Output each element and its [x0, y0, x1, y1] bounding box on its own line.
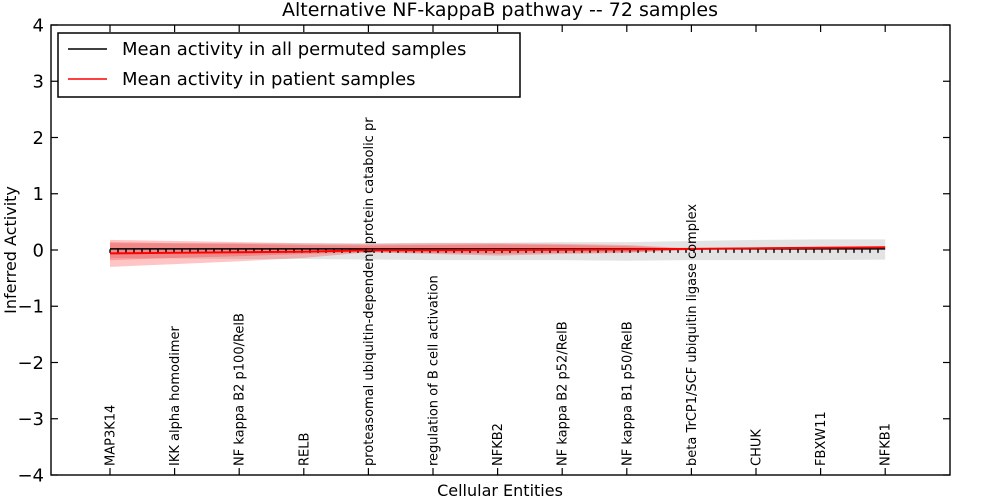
- y-tick-label: 4: [33, 15, 44, 36]
- x-axis-label: Cellular Entities: [437, 481, 563, 500]
- y-tick-label: 1: [33, 184, 44, 205]
- legend-patient-label: Mean activity in patient samples: [122, 69, 416, 90]
- x-tick-label: MAP3K14: [104, 405, 119, 466]
- chart-title: Alternative NF-kappaB pathway -- 72 samp…: [282, 0, 718, 21]
- x-tick-label: CHUK: [750, 429, 765, 466]
- y-tick-label: −3: [17, 409, 44, 430]
- y-tick-label: −2: [17, 353, 44, 374]
- x-tick-label: regulation of B cell activation: [427, 275, 442, 466]
- xtick-label-layer: MAP3K14 IKK alpha homodimer NF kappa B2 p1…: [104, 117, 894, 466]
- x-tick-label: NFKB2: [491, 423, 506, 466]
- y-tick-label: 2: [33, 128, 44, 149]
- y-tick-label: 0: [33, 240, 44, 261]
- line-patient: [109, 246, 886, 255]
- x-tick-label: proteasomal ubiquitin-dependent protein …: [362, 117, 377, 466]
- legend: Mean activity in all permuted samples Me…: [57, 32, 521, 98]
- x-tick-label: NF kappa B2 p100/RelB: [233, 313, 248, 466]
- ytick-label-layer: −4 −3 −2 −1 0 1 2 3 4: [17, 15, 44, 486]
- legend-permuted-label: Mean activity in all permuted samples: [122, 39, 466, 60]
- legend-box: [57, 32, 521, 98]
- x-tick-label: RELB: [297, 433, 312, 466]
- series-layer: [109, 246, 886, 255]
- y-tick-label: 3: [33, 72, 44, 93]
- plot-border: [50, 24, 951, 476]
- y-axis-label: Inferred Activity: [1, 186, 20, 314]
- x-tick-label: NF kappa B1 p50/RelB: [620, 321, 635, 466]
- x-tick-label: IKK alpha homodimer: [168, 325, 183, 466]
- y-tick-label: −1: [17, 297, 44, 318]
- x-tick-label: NF kappa B2 p52/RelB: [556, 321, 571, 466]
- x-tick-label: NFKB1: [879, 423, 894, 466]
- y-tick-label: −4: [17, 465, 44, 486]
- x-tick-label: beta TrCP1/SCF ubiquitin ligase complex: [685, 204, 700, 466]
- x-tick-label: FBXW11: [814, 411, 829, 466]
